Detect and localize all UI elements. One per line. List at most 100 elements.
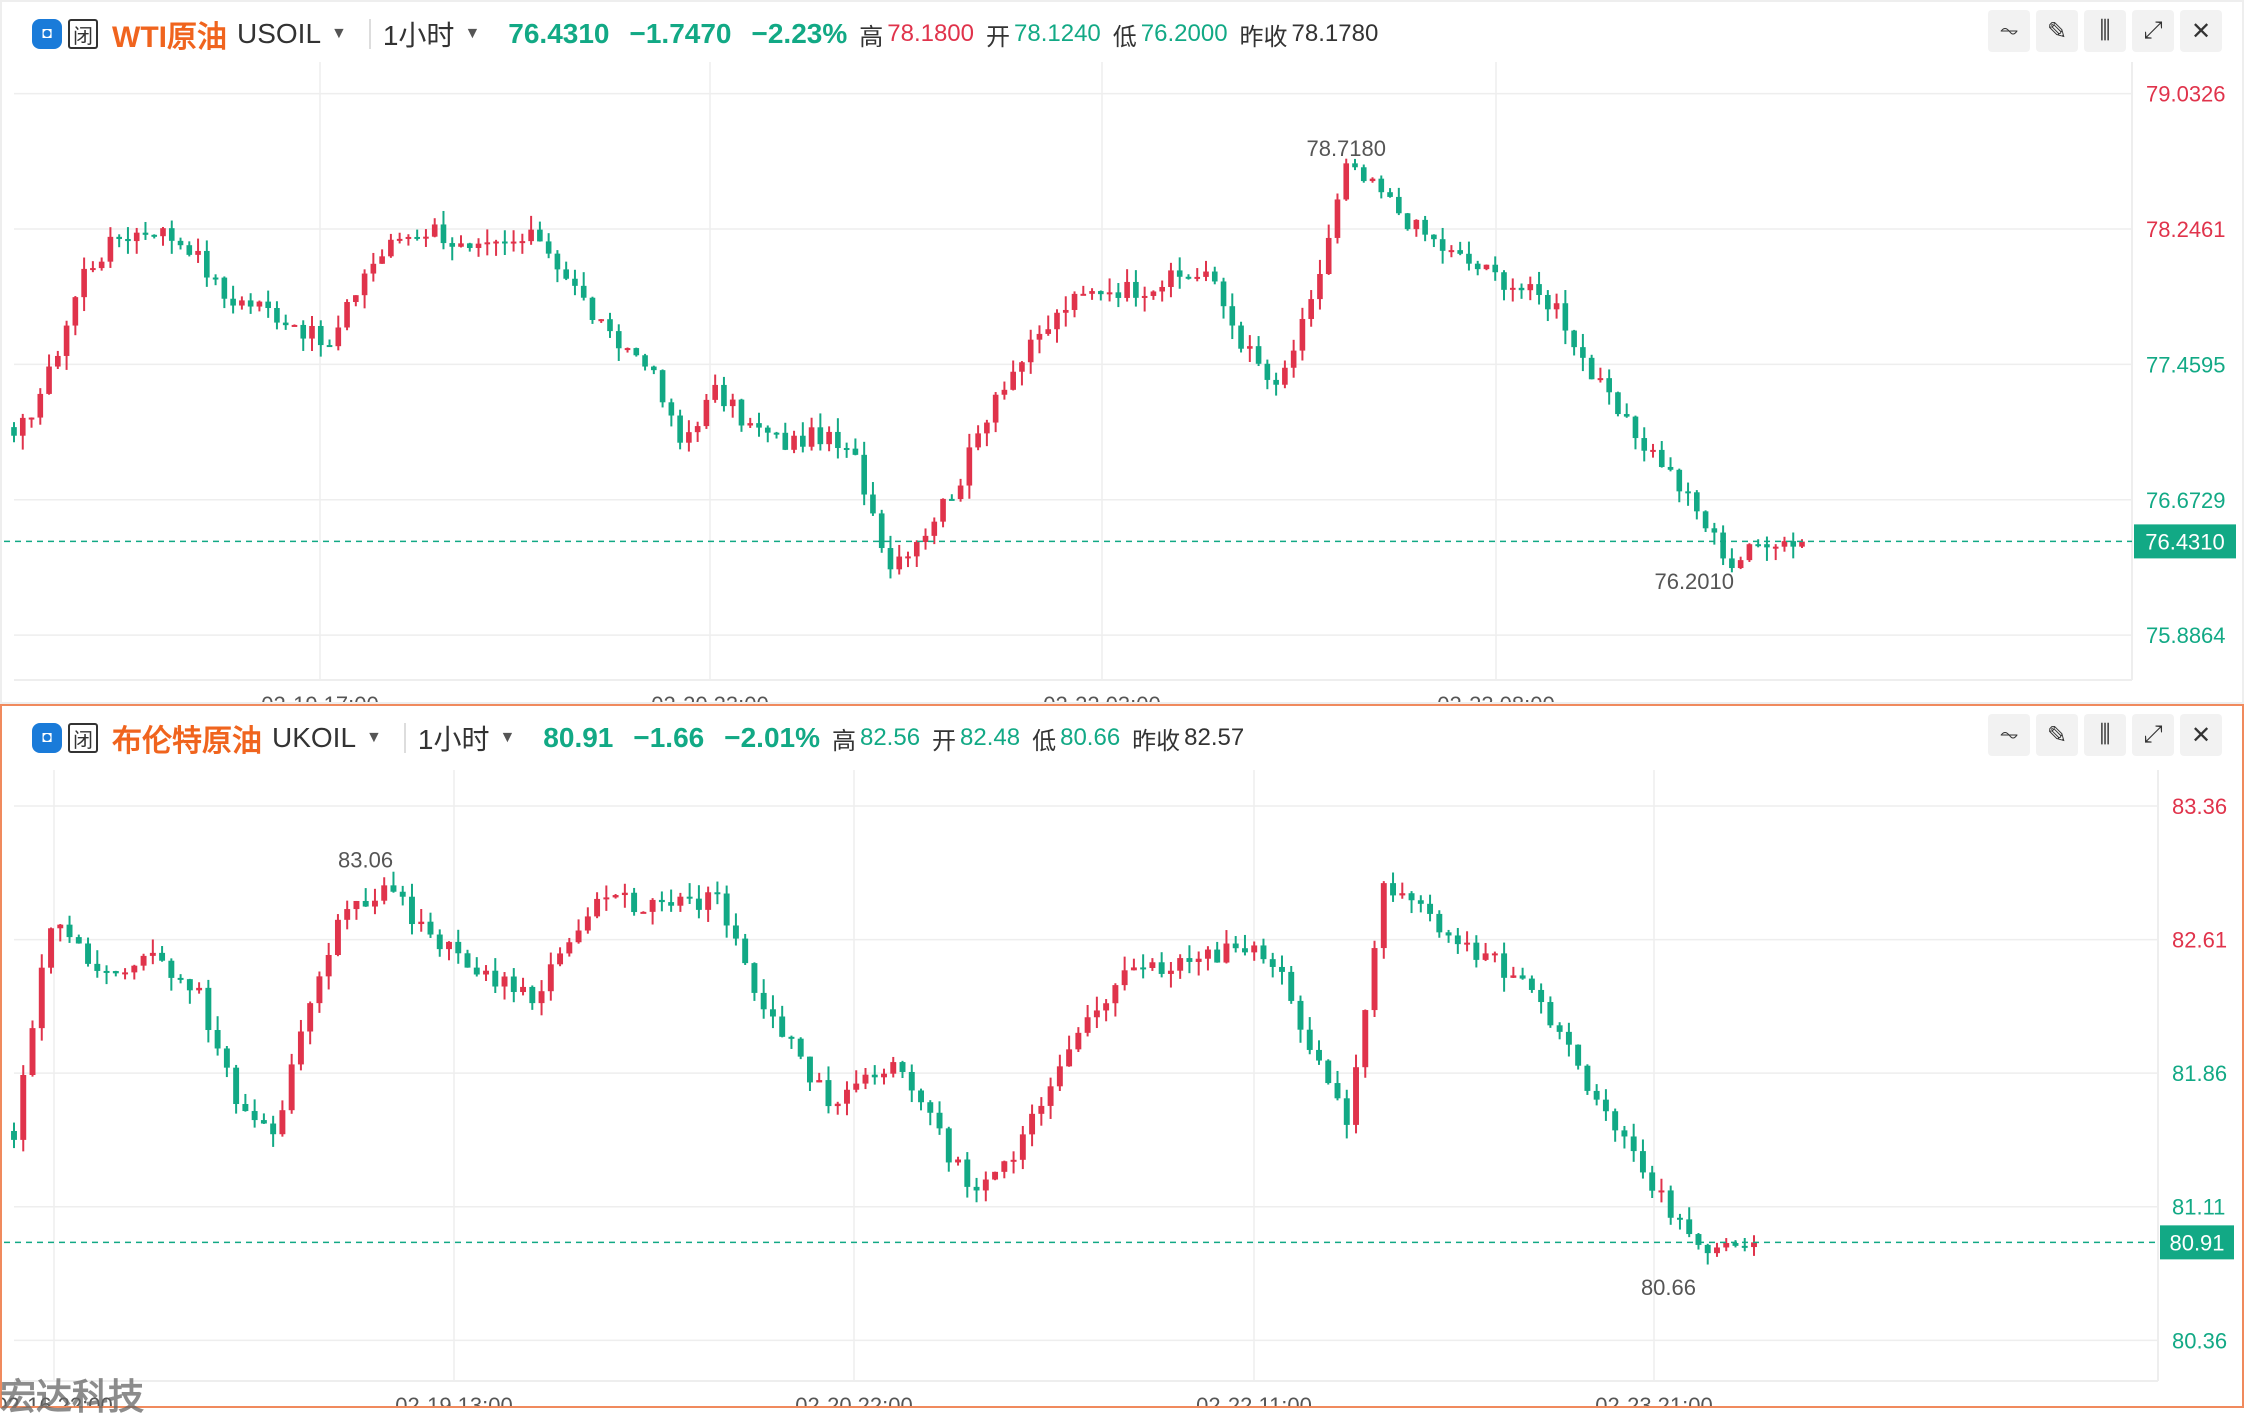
symbol-code[interactable]: UKOIL	[272, 722, 357, 753]
candle-body	[484, 242, 491, 245]
candle-body	[362, 900, 369, 907]
peak-price-label: 83.06	[338, 847, 393, 872]
candle-body	[1075, 1032, 1082, 1050]
indicator-icon[interactable]: ⏦	[1988, 10, 2030, 52]
candle-body	[1612, 1111, 1619, 1131]
symbol-code[interactable]: USOIL	[236, 18, 322, 49]
candle-body	[1260, 945, 1267, 960]
candle-body	[57, 924, 64, 929]
candle-body	[214, 1030, 221, 1049]
candle-body	[721, 384, 727, 407]
candle-body	[1001, 389, 1008, 395]
candle-body	[423, 236, 429, 239]
symbol-name[interactable]: WTI原油	[112, 21, 227, 54]
candle-body	[353, 295, 359, 303]
candle-body	[1220, 281, 1227, 307]
candle-body	[1247, 346, 1253, 349]
interval-dropdown-icon[interactable]: ▼	[499, 729, 516, 746]
candle-body	[1536, 284, 1542, 295]
candle-body	[1571, 330, 1577, 348]
symbol-dropdown-icon[interactable]: ▼	[331, 25, 347, 42]
expand-icon[interactable]: ⤢	[2132, 10, 2174, 52]
indicator-icon[interactable]: ⏦	[1988, 714, 2030, 756]
candle-body	[1764, 544, 1770, 548]
candle-body	[334, 919, 341, 955]
candle-body	[1360, 167, 1367, 182]
candle-body	[747, 423, 754, 426]
candle-body	[1036, 333, 1043, 340]
candle-body	[982, 1179, 989, 1191]
candle-body	[168, 960, 175, 978]
y-tick-label: 79.0326	[2146, 82, 2226, 107]
interval-dropdown-icon[interactable]: ▼	[464, 25, 481, 42]
candle-body	[1204, 949, 1211, 959]
close-icon[interactable]: ✕	[2180, 10, 2222, 52]
candle-body	[589, 297, 596, 320]
current-price-tag-label: 80.91	[2169, 1230, 2224, 1255]
candle-body	[612, 895, 619, 898]
candle-body	[852, 448, 859, 455]
draw-icon[interactable]: ✎	[2036, 10, 2078, 52]
candle-body	[834, 1103, 841, 1107]
candle-body	[1084, 1017, 1091, 1033]
prev-close-label: 昨收	[1132, 727, 1181, 755]
candle-body	[566, 942, 573, 954]
candle-body	[1623, 414, 1630, 417]
candle-body	[1027, 339, 1034, 363]
candle-body	[1527, 284, 1534, 291]
candle-body	[239, 300, 245, 306]
candle-body	[94, 963, 101, 971]
candle-body	[316, 976, 323, 1004]
candle-body	[160, 228, 166, 237]
candle-body	[431, 224, 438, 237]
candle-body	[1390, 883, 1397, 896]
candle-body	[1606, 378, 1612, 393]
candle-body	[291, 324, 298, 327]
x-tick-label: 02-23 08:00	[1437, 692, 1554, 702]
candle-body	[233, 1067, 240, 1105]
candle-body	[1195, 958, 1202, 962]
last-price: 76.4310	[508, 18, 610, 49]
candle-body	[1080, 293, 1087, 296]
candle-body	[90, 268, 96, 271]
price-change-pct: −2.01%	[724, 722, 820, 753]
candle-body	[584, 916, 591, 931]
candle-body	[554, 253, 561, 270]
candle-body	[881, 1073, 887, 1078]
candle-body	[81, 268, 87, 298]
candle-body	[1098, 291, 1104, 295]
candle-body	[1781, 541, 1788, 547]
brent-candlestick-chart[interactable]: 83.36 82.61 81.86 81.11 80.36 02-16 22:00 02-1…	[2, 706, 2242, 1406]
candle-body	[1325, 1060, 1332, 1084]
candle-body	[1269, 959, 1276, 967]
interval-selector[interactable]: 1小时	[382, 20, 455, 51]
candle-body	[66, 924, 73, 938]
candle-body	[631, 892, 638, 913]
candle-body	[107, 236, 114, 262]
x-tick-label: 02-19 17:00	[261, 692, 378, 702]
interval-selector[interactable]: 1小时	[417, 724, 490, 755]
expand-icon[interactable]: ⤢	[2132, 714, 2174, 756]
symbol-name[interactable]: 布伦特原油	[112, 725, 262, 758]
y-tick-label: 77.4595	[2146, 352, 2226, 377]
high-value: 78.1800	[887, 20, 975, 47]
candle-body	[520, 986, 527, 993]
candle-body	[493, 241, 499, 244]
close-icon[interactable]: ✕	[2180, 714, 2222, 756]
candle-body	[297, 1031, 304, 1065]
candle-body	[265, 301, 271, 309]
candle-body	[55, 355, 61, 367]
symbol-dropdown-icon[interactable]: ▼	[366, 729, 382, 746]
candle-body	[887, 548, 894, 570]
candle-type-icon[interactable]: ⫼	[2084, 10, 2126, 52]
candle-body	[651, 366, 657, 371]
candle-body	[251, 1111, 258, 1121]
wti-candlestick-chart[interactable]: 79.0326 78.2461 77.4595 76.6729 75.8864 02-19…	[2, 2, 2242, 702]
draw-icon[interactable]: ✎	[2036, 714, 2078, 756]
candle-type-icon[interactable]: ⫼	[2084, 714, 2126, 756]
candle-body	[361, 273, 368, 296]
candle-body	[212, 277, 219, 280]
candle-body	[922, 535, 929, 542]
candle-body	[344, 909, 351, 920]
current-price-tag	[2134, 524, 2236, 559]
